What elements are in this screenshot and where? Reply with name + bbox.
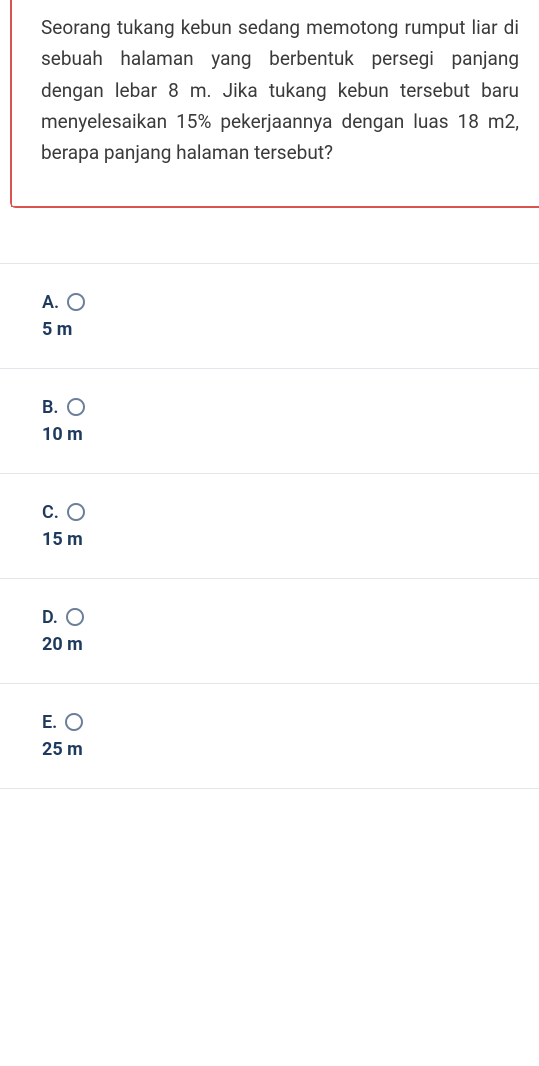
option-a-letter: A.: [42, 292, 59, 313]
option-e[interactable]: E. 25 m: [0, 683, 539, 789]
option-e-letter: E.: [42, 712, 57, 733]
option-a-head: A.: [42, 292, 539, 313]
option-b-letter: B.: [42, 397, 59, 418]
question-text: Seorang tukang kebun sedang memotong rum…: [41, 12, 519, 169]
radio-icon[interactable]: [67, 398, 85, 416]
radio-icon[interactable]: [67, 293, 85, 311]
option-b-value: 10 m: [42, 424, 539, 445]
option-e-head: E.: [42, 712, 539, 733]
option-c-head: C.: [42, 502, 539, 523]
radio-icon[interactable]: [67, 503, 85, 521]
radio-icon[interactable]: [65, 713, 83, 731]
option-c[interactable]: C. 15 m: [0, 473, 539, 578]
radio-icon[interactable]: [66, 608, 84, 626]
option-c-letter: C.: [42, 502, 59, 523]
option-a-value: 5 m: [42, 319, 539, 340]
option-d-value: 20 m: [42, 634, 539, 655]
option-c-value: 15 m: [42, 529, 539, 550]
option-b[interactable]: B. 10 m: [0, 368, 539, 473]
option-e-value: 25 m: [42, 739, 539, 760]
option-d-letter: D.: [42, 607, 58, 628]
option-d-head: D.: [42, 607, 539, 628]
question-box: Seorang tukang kebun sedang memotong rum…: [10, 0, 539, 208]
options-list: A. 5 m B. 10 m C. 15 m D. 20 m E. 25 m: [0, 263, 539, 789]
option-a[interactable]: A. 5 m: [0, 263, 539, 368]
option-d[interactable]: D. 20 m: [0, 578, 539, 683]
option-b-head: B.: [42, 397, 539, 418]
